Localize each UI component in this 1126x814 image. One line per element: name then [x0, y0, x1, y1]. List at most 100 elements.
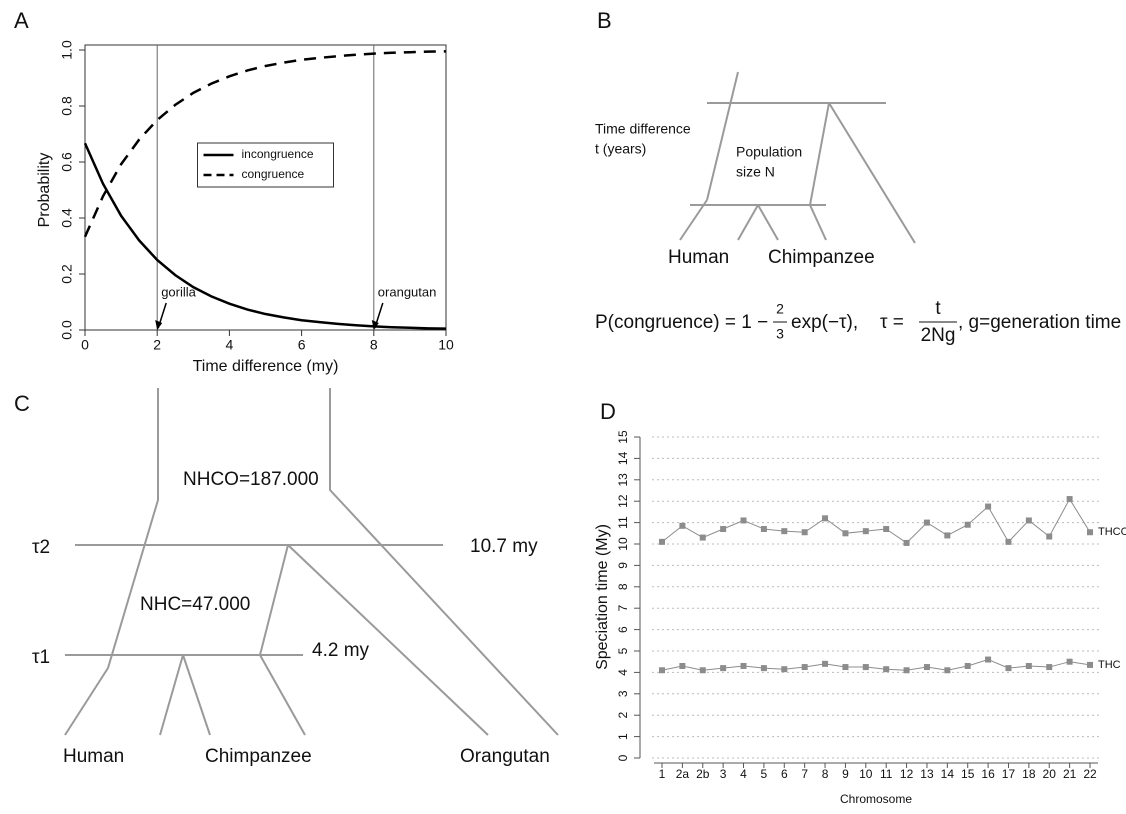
y-tick-label: 6: [616, 626, 630, 633]
formula: t: [935, 298, 941, 319]
formula: P(congruence) = 1 −: [595, 312, 768, 333]
x-tick-label: 17: [1002, 767, 1016, 781]
point: [1087, 661, 1093, 668]
y-tick-label: 12: [616, 494, 630, 508]
point: [985, 503, 992, 510]
plot-box: [84, 44, 447, 331]
x-tick-label: 2a: [676, 767, 690, 781]
legend-box: [197, 142, 334, 188]
y-tick-label: 5: [616, 647, 630, 654]
y-tick-label: 0.8: [59, 96, 75, 116]
point: [842, 530, 849, 537]
panel-label: D: [600, 399, 616, 424]
point: [985, 656, 992, 663]
y-tick-label: 13: [616, 473, 630, 487]
branch: [809, 102, 830, 206]
point: [760, 526, 767, 533]
x-tick-label: 16: [981, 767, 995, 781]
point: [1046, 664, 1053, 671]
formula: 2Ng: [921, 325, 956, 346]
point: [801, 529, 808, 536]
panel-b: B Time difference t (years) Population s…: [595, 8, 1121, 346]
point: [964, 521, 971, 528]
point: [822, 660, 829, 667]
x-tick-label: 21: [1063, 767, 1077, 781]
point: [720, 526, 727, 533]
point: [1066, 658, 1073, 665]
branch: [329, 388, 559, 736]
x-tick-label: 4: [226, 337, 234, 353]
point: [903, 539, 910, 546]
x-tick-label: 7: [801, 767, 808, 781]
panel-label: A: [14, 8, 29, 33]
point: [659, 667, 665, 674]
label: size N: [736, 164, 775, 180]
point: [842, 664, 849, 671]
x-tick-label: 14: [941, 767, 955, 781]
label: t (years): [595, 141, 646, 157]
point: [740, 517, 747, 524]
point: [923, 519, 930, 526]
label: NHC=47.000: [140, 594, 250, 615]
label: 10.7 my: [470, 536, 538, 557]
leaf: Human: [63, 746, 124, 767]
arrow-head: [155, 320, 163, 330]
y-tick-label: 2: [616, 712, 630, 719]
x-tick-label: 1: [659, 767, 666, 781]
y-tick-label: 0.0: [59, 320, 75, 340]
point: [1046, 533, 1053, 540]
x-tick-label: 10: [438, 337, 454, 353]
y-tick-label: 0.6: [59, 152, 75, 172]
branch: [287, 544, 489, 736]
point: [944, 667, 951, 674]
x-tick-label: 8: [822, 767, 829, 781]
point: [740, 662, 747, 669]
x-tick-label: 5: [761, 767, 768, 781]
point: [862, 664, 869, 671]
point: [1025, 662, 1032, 669]
x-tick-label: 2: [153, 337, 161, 353]
point: [679, 522, 686, 529]
point: [801, 664, 808, 671]
series-line: [83, 50, 447, 238]
y-tick-label: 14: [616, 451, 630, 465]
y-tick-label: 3: [616, 690, 630, 697]
point: [781, 528, 788, 535]
label: Population: [736, 144, 802, 160]
y-tick-label: 4: [616, 669, 630, 676]
y-tick-label: 10: [616, 537, 630, 551]
series-line: [83, 142, 447, 330]
point: [822, 515, 829, 522]
series-line: [661, 659, 1091, 671]
formula: τ =: [880, 312, 904, 333]
branch: [706, 71, 739, 201]
leaf: Chimpanzee: [205, 746, 312, 767]
x-tick-label: 13: [920, 767, 934, 781]
y-tick-label: 11: [616, 516, 630, 529]
panel-c: C NHCO=187.000 NHC=47.000 τ2 τ1 10.7 my …: [14, 388, 559, 767]
point: [760, 665, 767, 672]
series-label: THC: [1098, 659, 1121, 671]
annotation-label: gorilla: [161, 284, 196, 299]
point: [699, 534, 706, 541]
x-tick-label: 12: [900, 767, 914, 781]
x-tick-label: 11: [880, 767, 893, 781]
point: [1005, 538, 1012, 545]
x-tick-label: 2b: [696, 767, 710, 781]
point: [720, 665, 727, 672]
point: [883, 666, 890, 673]
panel-label: C: [14, 391, 30, 416]
leaf: Chimpanzee: [768, 247, 875, 268]
point: [1087, 529, 1093, 536]
point: [883, 526, 890, 533]
label: Time difference: [595, 121, 691, 137]
formula: 3: [776, 326, 784, 342]
x-axis-label: Time difference (my): [193, 358, 339, 375]
leaf: Orangutan: [460, 746, 550, 767]
branch: [828, 102, 916, 244]
x-tick-label: 15: [961, 767, 975, 781]
y-tick-label: 0.4: [59, 208, 75, 228]
point: [903, 667, 910, 674]
panel-label: B: [597, 8, 612, 33]
